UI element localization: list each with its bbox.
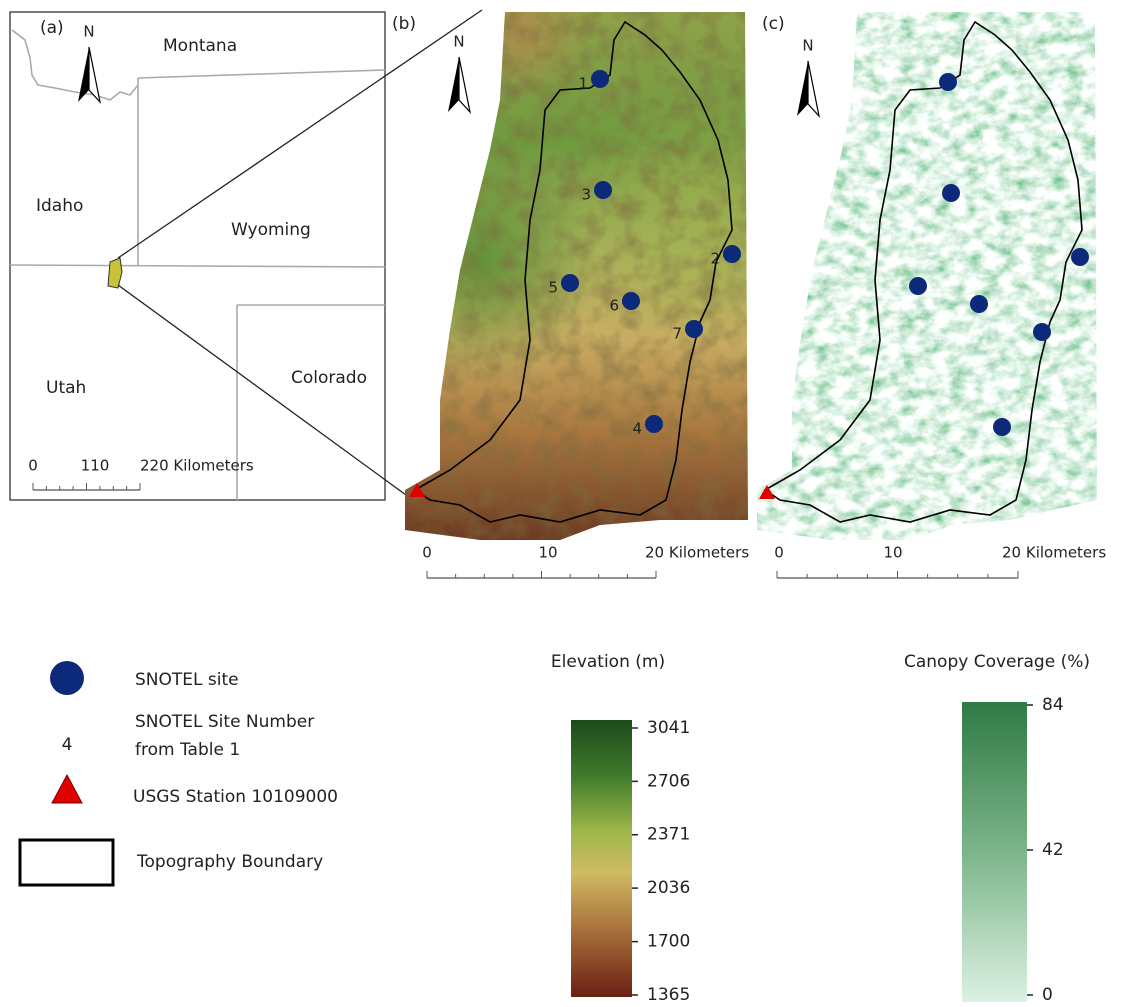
panel-label: (a): [40, 18, 64, 38]
scale-label: 0: [422, 544, 432, 562]
colorbar-tick-label: 1365: [647, 985, 690, 1005]
legend-label: Topography Boundary: [136, 852, 323, 872]
legend-symbol-text: 4: [62, 735, 73, 755]
snotel-site: [685, 320, 703, 338]
colorbar-title: Elevation (m): [551, 652, 665, 672]
state-name: Idaho: [36, 196, 83, 216]
state-name: Colorado: [291, 368, 367, 388]
figure: (a) Montana Idaho Wyoming Utah Colorado …: [0, 0, 1132, 1007]
panel-label: (b): [392, 14, 416, 34]
canopy-colorbar: [962, 702, 1027, 1002]
site-number: 2: [710, 250, 720, 268]
site-number: 6: [609, 297, 619, 315]
scale-label: 20 Kilometers: [1002, 544, 1106, 562]
state-name: Wyoming: [231, 220, 311, 240]
scale-label: 220 Kilometers: [140, 457, 254, 475]
legend-station-symbol: [52, 775, 82, 803]
colorbar-tick-label: 2371: [647, 825, 690, 845]
north-arrow: [459, 57, 470, 112]
colorbar-tick-label: 2036: [647, 878, 690, 898]
legend-boundary-symbol: [20, 840, 113, 885]
north-arrow: [808, 61, 819, 116]
site-number: 5: [548, 279, 558, 297]
snotel-site: [1071, 248, 1089, 266]
scale-label: 0: [28, 457, 38, 475]
snotel-site: [594, 181, 612, 199]
legend-site-symbol: [50, 661, 84, 695]
snotel-site: [723, 245, 741, 263]
scale-label: 20 Kilometers: [645, 544, 749, 562]
snotel-site: [561, 274, 579, 292]
scale-label: 10: [538, 544, 557, 562]
state-borders: [10, 30, 385, 500]
colorbar-title: Canopy Coverage (%): [904, 652, 1090, 672]
legend-label: from Table 1: [135, 740, 240, 760]
state-name: Utah: [46, 378, 86, 398]
north-label: N: [802, 37, 813, 55]
colorbar-tick-label: 2706: [647, 771, 690, 791]
snotel-site: [909, 277, 927, 295]
site-number: 7: [672, 325, 682, 343]
snotel-site: [993, 418, 1011, 436]
legend-label: SNOTEL site: [135, 670, 239, 690]
snotel-site: [939, 73, 957, 91]
scale-label: 0: [774, 544, 784, 562]
site-number: 4: [632, 420, 642, 438]
panel-label: (c): [762, 14, 785, 34]
snotel-site: [942, 184, 960, 202]
snotel-site: [622, 292, 640, 310]
site-number: 3: [581, 186, 591, 204]
panel-a-frame: [10, 12, 385, 500]
colorbar-tick-label: 0: [1042, 985, 1053, 1005]
north-arrow: [448, 57, 459, 112]
elevation-colorbar: [571, 720, 632, 997]
snotel-site: [1033, 323, 1051, 341]
snotel-site: [970, 295, 988, 313]
north-label: N: [83, 23, 94, 41]
colorbar-tick-label: 42: [1042, 840, 1064, 860]
scale-label: 110: [81, 457, 110, 475]
colorbar-tick-label: 1700: [647, 932, 690, 952]
north-arrow: [797, 61, 808, 116]
snotel-site: [591, 70, 609, 88]
watershed-inset: [108, 258, 122, 288]
colorbar-tick-label: 84: [1042, 695, 1064, 715]
legend-label: SNOTEL Site Number: [135, 712, 314, 732]
colorbar-tick-label: 3041: [647, 718, 690, 738]
legend-label: USGS Station 10109000: [133, 787, 338, 807]
scale-label: 10: [883, 544, 902, 562]
north-label: N: [453, 33, 464, 51]
snotel-site: [645, 415, 663, 433]
site-number: 1: [578, 75, 588, 93]
state-name: Montana: [163, 36, 237, 56]
